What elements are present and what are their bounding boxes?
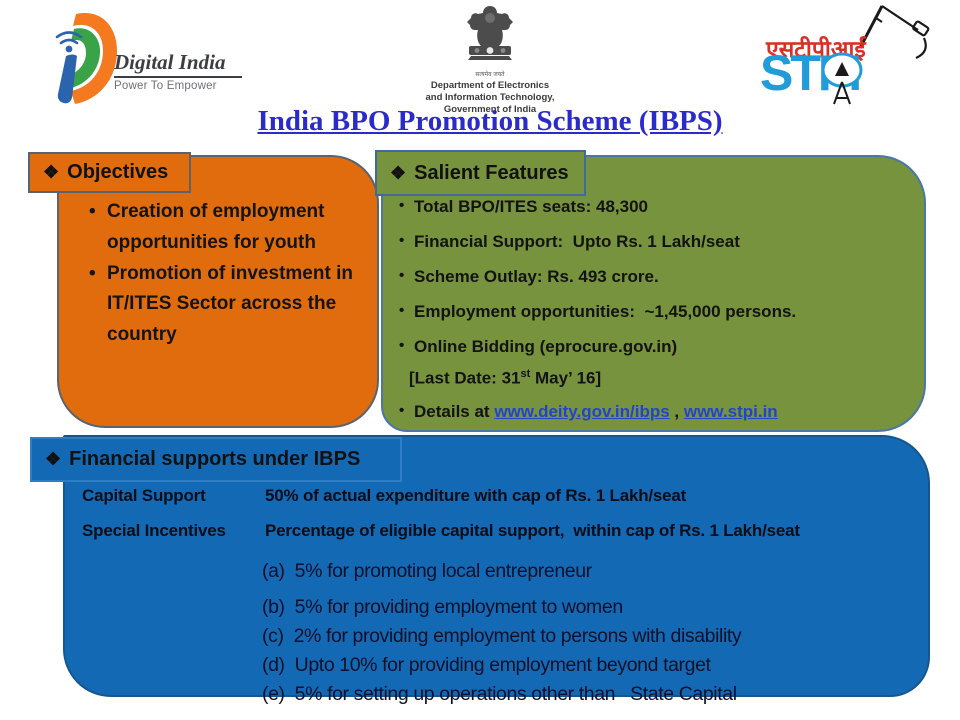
salient-features-list: Total BPO/ITES seats: 48,300 Financial S… [399, 197, 914, 437]
list-item: Online Bidding (eprocure.gov.in) [399, 337, 914, 357]
diamond-bullet-icon: ❖ [43, 162, 60, 182]
superscript-st: st [520, 368, 531, 380]
salient-features-header-label: Salient Features [414, 161, 569, 184]
digital-india-logo: Digital India Power To Empower [42, 8, 242, 108]
financial-rows: Capital Support 50% of actual expenditur… [82, 486, 922, 556]
list-item: (b) 5% for providing employment to women [262, 596, 623, 618]
financial-supports-header: ❖ Financial supports under IBPS [30, 437, 402, 482]
table-row: Special Incentives Percentage of eligibl… [82, 521, 922, 541]
objectives-header: ❖ Objectives [28, 152, 191, 193]
objectives-header-label: Objectives [67, 161, 169, 183]
incentives-list: (a) 5% for promoting local entrepreneur … [262, 560, 912, 712]
last-date-note: [Last Date: 31st May’ 16] [409, 368, 602, 388]
list-item: Financial Support: Upto Rs. 1 Lakh/seat [399, 232, 914, 252]
diamond-bullet-icon: ❖ [45, 449, 62, 469]
ministry-line-3: Government of India [443, 103, 537, 115]
row-value: 50% of actual expenditure with cap of Rs… [265, 486, 687, 505]
list-item: (d) Upto 10% for providing employment be… [262, 654, 711, 676]
deity-link[interactable]: www.deity.gov.in/ibps [494, 401, 670, 421]
details-line: Details at www.deity.gov.in/ibps , www.s… [399, 402, 914, 422]
row-label: Special Incentives [82, 521, 226, 540]
page-title: India BPO Promotion Scheme (IBPS) [257, 105, 723, 137]
list-item: Promotion of investment in IT/ITES Secto… [89, 259, 357, 351]
ministry-logo: सत्यमेव जयते Department of Electronics a… [420, 4, 560, 116]
ministry-line-1: Department of Electronics [430, 80, 550, 91]
ministry-line-2: and Information Technology, [425, 91, 555, 103]
ashoka-emblem-icon [467, 6, 513, 60]
list-item: (c) 2% for providing employment to perso… [262, 625, 742, 647]
list-item: Employment opportunities: ~1,45,000 pers… [399, 302, 914, 322]
satellite-dish-icon [821, 52, 863, 105]
list-item: (e) 5% for setting up operations other t… [262, 683, 737, 705]
list-item: Scheme Outlay: Rs. 493 crore. [399, 267, 914, 287]
ministry-name: Department of Electronics and Informatio… [420, 80, 560, 116]
list-item: (a) 5% for promoting local entrepreneur [262, 560, 592, 582]
list-item: Total BPO/ITES seats: 48,300 [399, 197, 914, 217]
row-value: Percentage of eligible capital support, … [265, 521, 800, 540]
table-row: Capital Support 50% of actual expenditur… [82, 486, 922, 506]
digital-india-d-icon [55, 12, 118, 104]
digital-india-title: Digital India [114, 50, 242, 78]
emblem-motto: सत्यमेव जयते [475, 72, 505, 78]
salient-features-header: ❖ Salient Features [375, 150, 586, 196]
digital-india-tagline: Power To Empower [114, 80, 217, 92]
list-item: Creation of employment opportunities for… [89, 197, 357, 259]
financial-supports-header-label: Financial supports under IBPS [69, 448, 361, 470]
objectives-list: Creation of employment opportunities for… [89, 197, 357, 351]
row-label: Capital Support [82, 486, 206, 505]
stpi-link[interactable]: www.stpi.in [683, 401, 778, 421]
antenna-line-art-icon [858, 5, 930, 60]
stpi-logo: एसटीपीआई STPI [752, 4, 942, 108]
diamond-bullet-icon: ❖ [390, 162, 407, 183]
